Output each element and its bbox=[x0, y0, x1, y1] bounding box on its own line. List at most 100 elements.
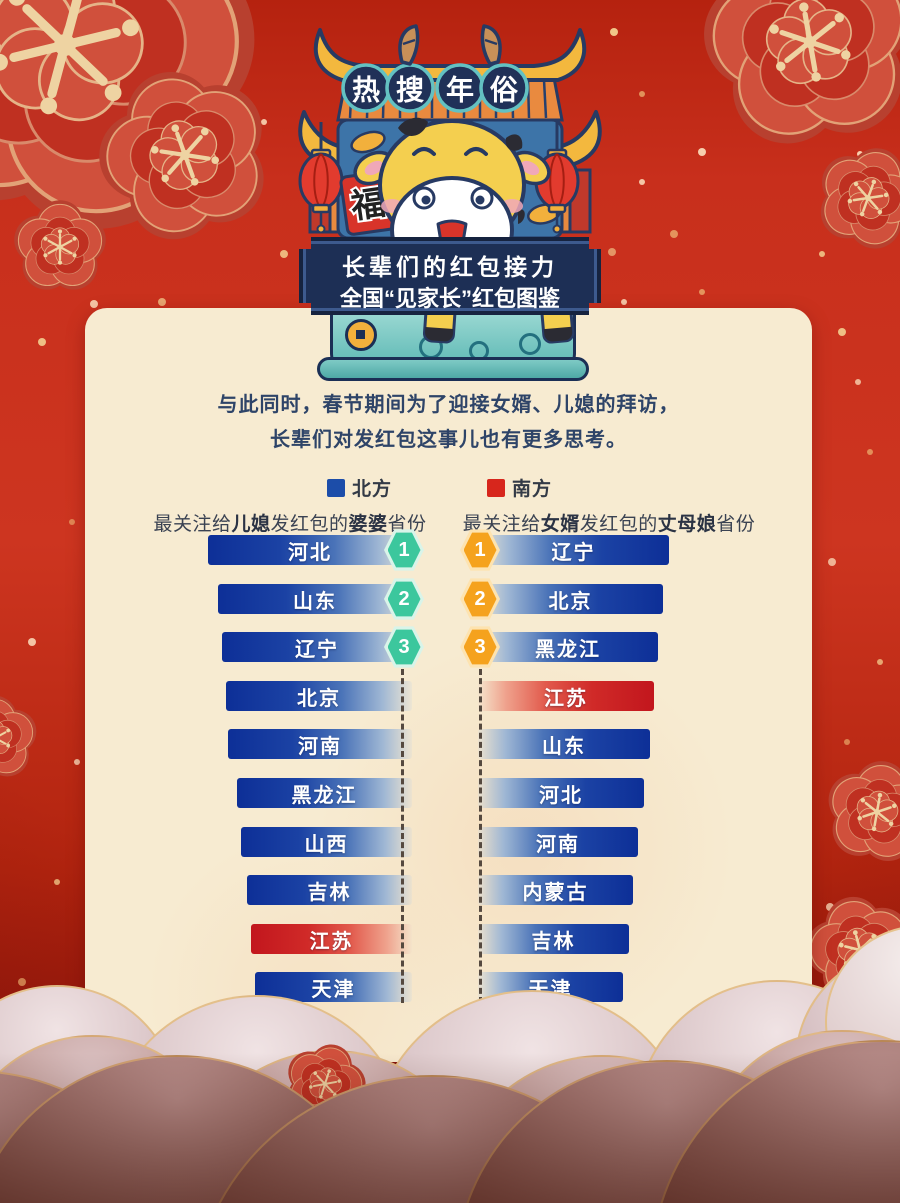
province-label: 北京 bbox=[297, 687, 341, 710]
rank-row: 吉林 bbox=[208, 875, 412, 905]
province-label: 江苏 bbox=[544, 687, 588, 710]
intro-text-line2: 长辈们对发红包这事儿也有更多思考。 bbox=[270, 429, 627, 451]
rank-row: 江苏 bbox=[478, 681, 669, 711]
column-header-segment: 儿媳 bbox=[231, 514, 271, 535]
intro-text-line1: 与此同时，春节期间为了迎接女婿、儿媳的拜访， bbox=[217, 394, 680, 416]
rank-row: 内蒙古 bbox=[478, 875, 669, 905]
content-card: 与此同时，春节期间为了迎接女婿、儿媳的拜访， 长辈们对发红包这事儿也有更多思考。… bbox=[85, 308, 812, 1158]
roof-title-char: 热 bbox=[352, 75, 380, 106]
rank-row: 辽宁 1 bbox=[460, 529, 669, 571]
legend-label: 南方 bbox=[512, 479, 553, 500]
rank-row: 吉林 bbox=[478, 924, 669, 954]
legend-label: 北方 bbox=[352, 479, 393, 500]
rank-row: 山西 bbox=[208, 827, 412, 857]
title-banner: 长辈们的红包接力 全国“见家长”红包图鉴 bbox=[299, 237, 601, 315]
province-bar: 天津 bbox=[255, 972, 412, 1002]
province-bar: 江苏 bbox=[478, 681, 654, 711]
province-label: 黑龙江 bbox=[535, 638, 601, 661]
roof-title-char: 搜 bbox=[396, 75, 424, 106]
province-bar: 黑龙江 3 bbox=[460, 626, 658, 668]
column-header-segment: 发红包的 bbox=[270, 514, 349, 535]
column-header-segment: 最关注给 bbox=[153, 514, 232, 535]
rank-row: 黑龙江 3 bbox=[460, 626, 669, 668]
rank-row: 天津 bbox=[208, 972, 412, 1002]
legend-item-south: 南方 bbox=[487, 474, 552, 501]
column-header-mother-in-law-right: 最关注给女婿发红包的丈母娘省份 bbox=[444, 509, 774, 536]
rank-row: 河北 1 bbox=[208, 529, 424, 571]
province-bar: 江苏 bbox=[251, 924, 412, 954]
province-label: 吉林 bbox=[307, 881, 352, 904]
province-bar: 黑龙江 bbox=[237, 778, 412, 808]
north-color-swatch bbox=[327, 478, 345, 497]
province-label: 吉林 bbox=[531, 930, 576, 953]
rank-divider-dashed-line bbox=[401, 669, 404, 1003]
province-bar: 内蒙古 bbox=[478, 875, 633, 905]
coin-icon bbox=[345, 319, 377, 351]
province-bar: 辽宁 1 bbox=[460, 529, 669, 571]
svg-text:福: 福 bbox=[348, 184, 388, 227]
province-bar: 辽宁 3 bbox=[222, 626, 424, 668]
province-bar: 山东 2 bbox=[218, 578, 424, 620]
rank-divider-dashed-line bbox=[479, 669, 482, 1003]
province-bar: 山东 bbox=[478, 729, 650, 759]
roof-title-char: 俗 bbox=[490, 75, 519, 106]
column-header-segment: 丈母娘 bbox=[657, 514, 717, 535]
province-label: 北京 bbox=[548, 590, 593, 613]
province-bar: 河北 bbox=[478, 778, 644, 808]
rank-row: 河南 bbox=[478, 827, 669, 857]
rank-row: 北京 bbox=[208, 681, 412, 711]
rank-row: 江苏 bbox=[208, 924, 412, 954]
province-label: 江苏 bbox=[309, 930, 354, 953]
rank-row: 河北 bbox=[478, 778, 669, 808]
province-label: 山西 bbox=[304, 833, 349, 856]
ranking-column-left: 河北 1 山东 2 辽宁 3 北京河南黑龙江山西吉林江苏天津 bbox=[208, 529, 424, 1203]
roof-title-circles: 热 搜 年 俗 bbox=[341, 63, 529, 113]
column-header-segment: 女婿 bbox=[540, 514, 580, 535]
rank-row: 北京 2 bbox=[460, 578, 669, 620]
rank-number: 3 bbox=[387, 629, 421, 665]
south-color-swatch bbox=[487, 478, 505, 497]
province-label: 河南 bbox=[298, 735, 342, 758]
rank-row: 黑龙江 bbox=[208, 778, 412, 808]
column-header-segment: 省份 bbox=[716, 514, 756, 535]
province-label: 辽宁 bbox=[551, 541, 596, 564]
column-header-segment: 婆婆 bbox=[348, 514, 388, 535]
roof-title-char: 年 bbox=[446, 74, 474, 106]
gold-ingot-icon bbox=[350, 130, 562, 225]
cloud-swirl-icon bbox=[469, 341, 489, 361]
legend-item-north: 北方 bbox=[327, 474, 392, 501]
province-label: 辽宁 bbox=[295, 638, 339, 661]
fu-badge: 福 福 bbox=[339, 170, 397, 236]
column-header-mother-in-law-left: 最关注给儿媳发红包的婆婆省份 bbox=[125, 509, 455, 536]
red-lantern-icon bbox=[298, 122, 344, 234]
province-bar: 北京 2 bbox=[460, 578, 663, 620]
banner-title-line1: 长辈们的红包接力 bbox=[342, 254, 558, 280]
province-label: 河北 bbox=[539, 784, 583, 807]
cloud-swirl-icon bbox=[519, 333, 541, 355]
rank-number: 1 bbox=[463, 532, 497, 568]
province-bar: 北京 bbox=[226, 681, 412, 711]
rank-number: 2 bbox=[463, 581, 497, 617]
rank-row: 山东 2 bbox=[208, 578, 424, 620]
province-bar: 河南 bbox=[478, 827, 638, 857]
rank-number: 1 bbox=[387, 532, 421, 568]
rank-number: 3 bbox=[463, 629, 497, 665]
province-label: 山东 bbox=[542, 735, 586, 758]
province-label: 黑龙江 bbox=[291, 784, 358, 807]
province-label: 河南 bbox=[536, 833, 580, 856]
banner-title-line2: 全国“见家长”红包图鉴 bbox=[339, 286, 560, 311]
province-bar: 山西 bbox=[241, 827, 412, 857]
province-label: 山东 bbox=[293, 590, 337, 613]
rank-row: 辽宁 3 bbox=[208, 626, 424, 668]
rank-row: 山东 bbox=[478, 729, 669, 759]
rank-row: 河南 bbox=[208, 729, 412, 759]
province-label: 河北 bbox=[288, 541, 332, 564]
province-bar: 吉林 bbox=[478, 924, 629, 954]
province-bar: 河北 1 bbox=[208, 529, 424, 571]
province-label: 内蒙古 bbox=[522, 881, 589, 904]
province-bar: 吉林 bbox=[247, 875, 412, 905]
rank-number: 2 bbox=[387, 581, 421, 617]
fu-character: 福 bbox=[348, 184, 388, 227]
gold-speckles-decoration bbox=[0, 0, 4, 4]
